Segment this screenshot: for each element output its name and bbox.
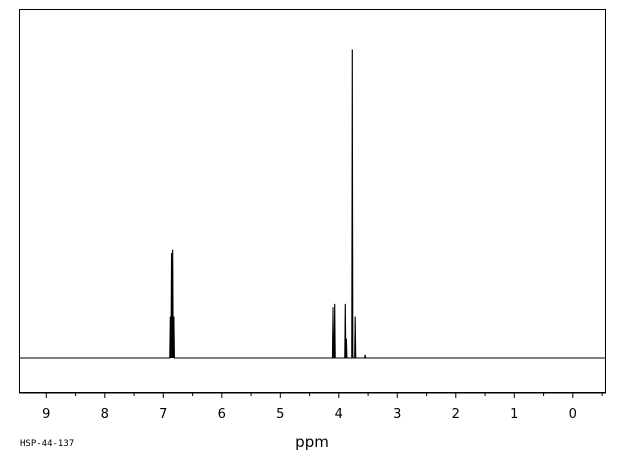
x-tick-label: 8 (101, 407, 109, 422)
x-axis-label: ppm (295, 433, 329, 451)
spectrum-series (20, 49, 605, 359)
x-tick-label: 9 (42, 407, 50, 422)
x-tick-label: 1 (510, 407, 518, 422)
x-axis-ticks: 9 8 7 6 5 4 3 2 1 0 (42, 393, 603, 422)
plot-frame (19, 9, 606, 393)
x-tick-label: 2 (452, 407, 460, 422)
sample-code-footnote: HSP-44-137 (20, 439, 74, 449)
x-tick-label: 4 (335, 407, 343, 422)
x-tick-label: 6 (218, 407, 226, 422)
x-tick-label: 7 (159, 407, 167, 422)
x-tick-label: 3 (393, 407, 401, 422)
x-tick-label: 5 (276, 407, 284, 422)
peaks-group (169, 49, 366, 358)
x-tick-label: 0 (569, 407, 577, 422)
